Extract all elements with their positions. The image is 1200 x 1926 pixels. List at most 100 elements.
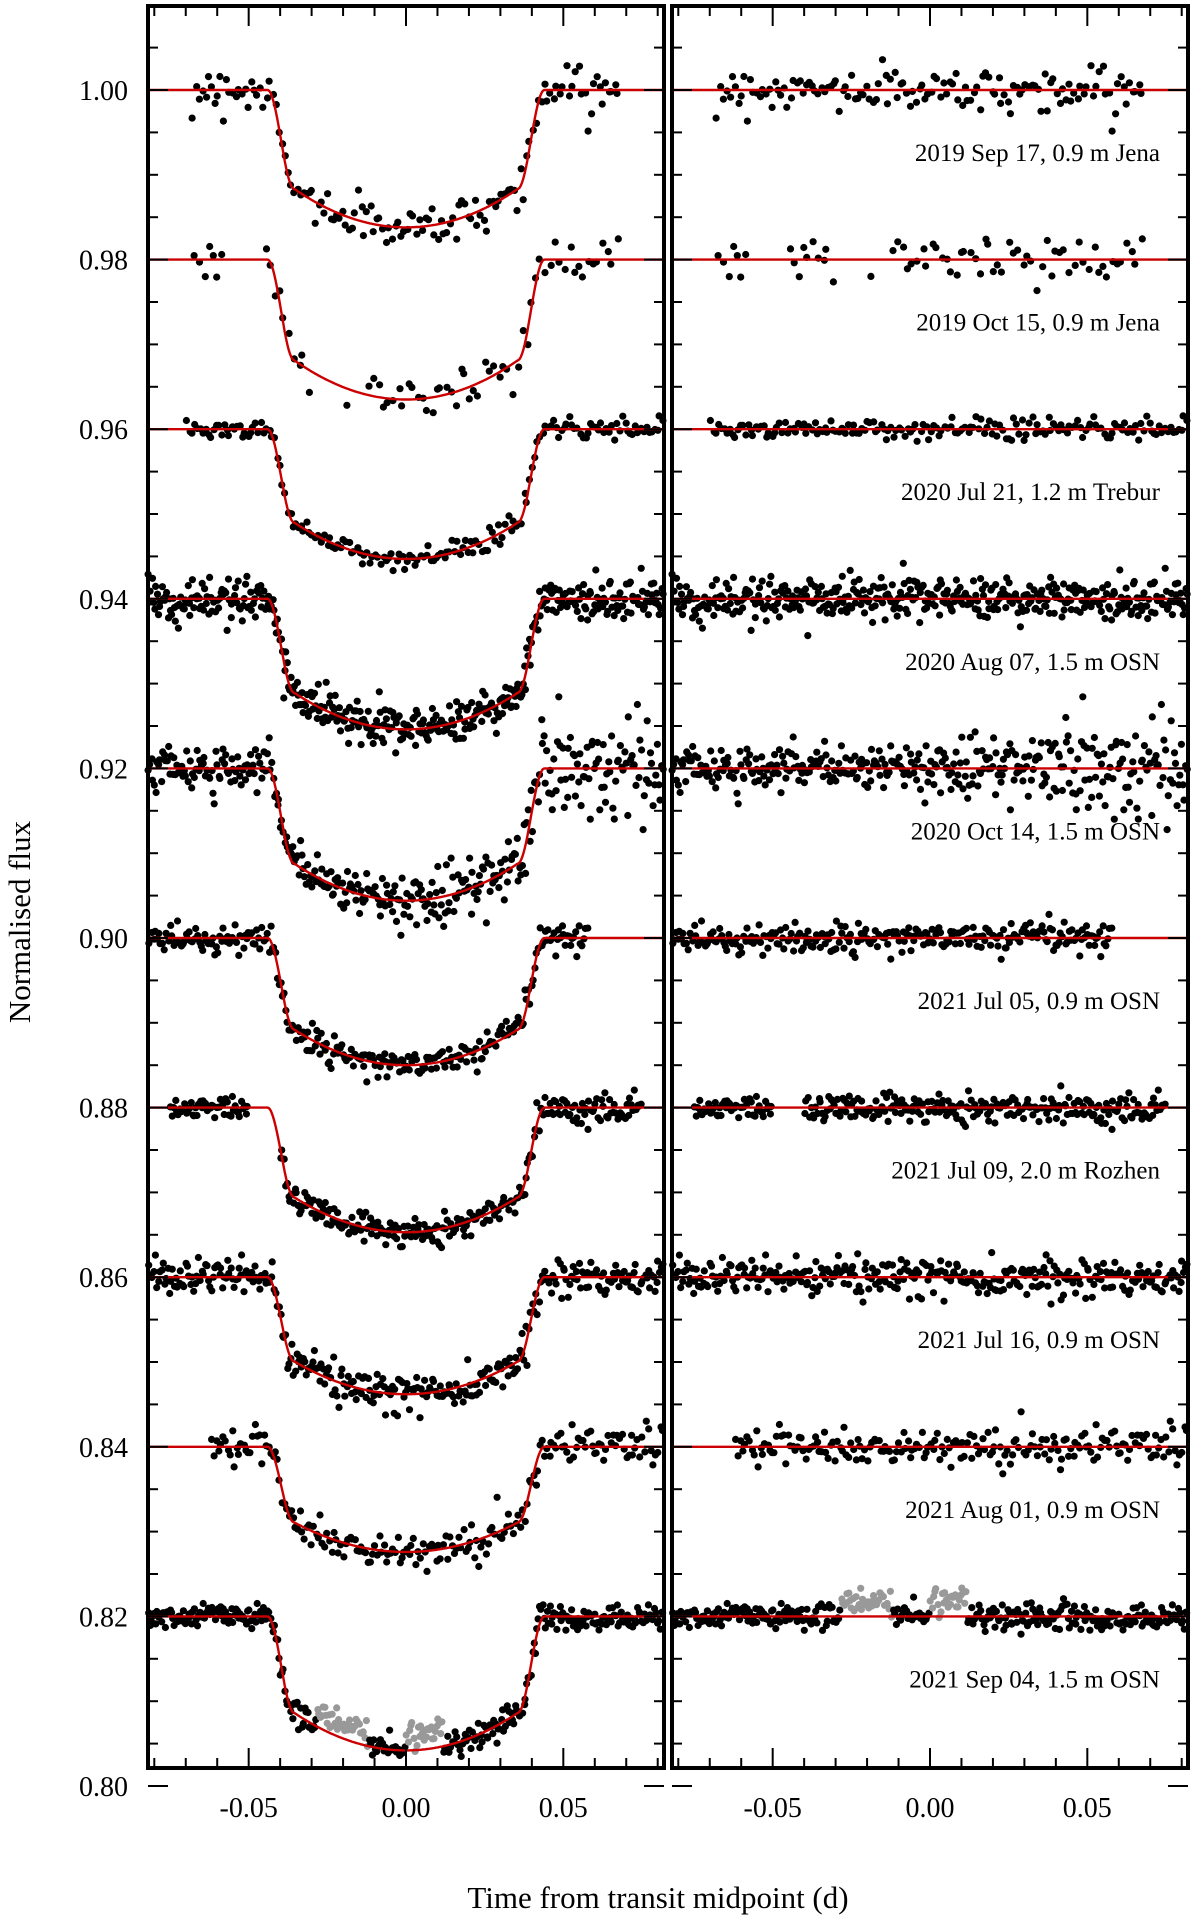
residual-point (783, 103, 791, 111)
residual-point (1023, 1290, 1031, 1299)
data-point (163, 757, 171, 765)
data-point (335, 1403, 343, 1411)
data-point (561, 941, 569, 949)
residual-point (1180, 796, 1188, 804)
residual-point (746, 76, 755, 84)
data-point (413, 710, 422, 718)
residual-point (841, 83, 849, 91)
residual-point (799, 89, 807, 97)
residual-point (1169, 779, 1177, 787)
data-point (498, 1022, 506, 1030)
data-point (622, 419, 630, 427)
data-point (258, 923, 266, 932)
data-point (613, 89, 621, 97)
data-point (488, 528, 496, 536)
residual-point (884, 1117, 892, 1125)
residual-point (709, 928, 717, 936)
data-point (633, 700, 642, 709)
data-point (612, 81, 620, 89)
lightcurve-series (188, 62, 621, 247)
data-point (604, 248, 612, 256)
data-point (365, 382, 373, 390)
data-point (227, 1112, 235, 1120)
residual-point (1055, 939, 1063, 947)
residual-point (858, 1097, 866, 1105)
data-point (624, 811, 632, 820)
residual-point (803, 1278, 812, 1287)
data-point (248, 1268, 256, 1277)
data-point (513, 834, 521, 843)
data-point (348, 1213, 356, 1221)
data-point (632, 781, 640, 790)
residual-point (864, 783, 872, 792)
data-point (244, 103, 252, 111)
data-point (229, 1427, 237, 1435)
residual-point (890, 433, 898, 441)
data-point (211, 1616, 220, 1624)
data-point (543, 747, 551, 755)
data-point (212, 747, 220, 755)
residual-point (1128, 1431, 1136, 1440)
data-point (600, 1456, 608, 1464)
residual-point (835, 107, 843, 115)
data-point (550, 416, 558, 424)
residual-point (876, 771, 884, 779)
residual-point (692, 1112, 700, 1120)
residual-point (939, 1096, 947, 1105)
residual-point (766, 1267, 775, 1275)
data-point (500, 1193, 508, 1202)
data-point (386, 900, 394, 909)
data-point (624, 713, 632, 721)
residual-point (1179, 1268, 1188, 1277)
data-point (190, 1287, 198, 1295)
data-point (237, 781, 245, 789)
data-point (243, 572, 251, 581)
data-point (486, 1216, 494, 1224)
residual-point (733, 252, 741, 260)
residual-point (736, 747, 744, 755)
residual-point (767, 761, 775, 769)
data-point (467, 1232, 475, 1240)
data-point (567, 243, 575, 251)
data-point (331, 1386, 339, 1394)
residual-point (756, 938, 765, 947)
residual-point (795, 273, 803, 281)
data-point (504, 1510, 512, 1518)
residual-point (1087, 1448, 1095, 1456)
data-point (367, 202, 375, 210)
residual-point (1005, 579, 1013, 587)
data-point (562, 1626, 570, 1634)
data-point (316, 1511, 324, 1519)
residual-point (1117, 73, 1125, 81)
residual-point (851, 953, 859, 962)
residual-point (683, 1259, 691, 1267)
residual-point (916, 785, 925, 794)
residual-point (1016, 1282, 1024, 1291)
data-point (575, 262, 583, 270)
residual-point (696, 1096, 704, 1104)
residual-point (771, 751, 779, 759)
data-point (591, 1100, 599, 1108)
data-point (430, 901, 438, 909)
residual-point (1097, 953, 1105, 961)
residual-point (697, 917, 706, 925)
residual-point (1136, 81, 1144, 89)
residual-point (922, 1449, 930, 1457)
data-point (443, 383, 451, 391)
data-point (445, 702, 454, 710)
residual-point (1110, 815, 1118, 823)
data-point (226, 1451, 234, 1459)
data-point (551, 238, 559, 246)
data-point (257, 418, 266, 427)
residual-point (1022, 606, 1031, 614)
data-point (248, 78, 256, 86)
residual-point (1120, 83, 1128, 91)
residual-point (1035, 753, 1043, 762)
residual-point (735, 99, 743, 107)
residual-point (961, 772, 969, 780)
residual-point (685, 1623, 694, 1632)
data-point (348, 224, 356, 232)
data-point (181, 772, 189, 780)
data-point (370, 1391, 378, 1400)
residual-point (953, 1262, 962, 1270)
